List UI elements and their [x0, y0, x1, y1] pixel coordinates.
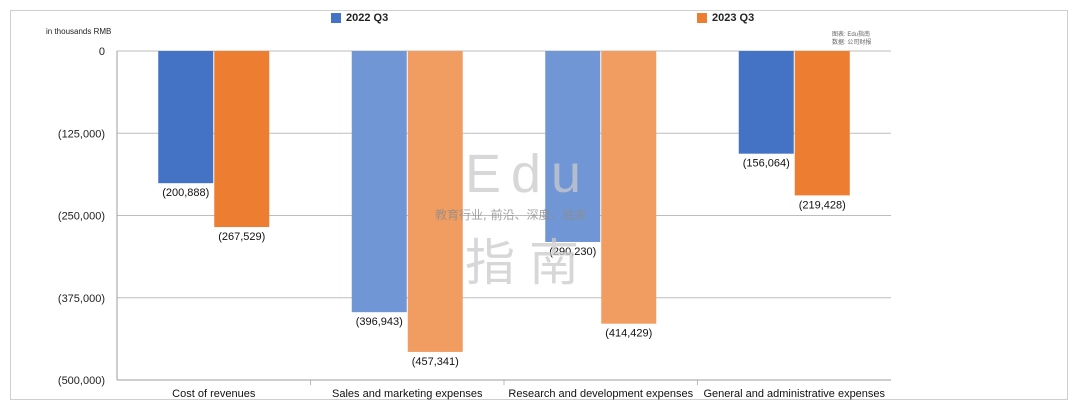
y-axis-unit-label: in thousands RMB — [46, 27, 112, 36]
legend-label-2022: 2022 Q3 — [346, 12, 389, 24]
x-tick-label: Cost of revenues — [172, 388, 256, 400]
y-tick-label: (250,000) — [58, 211, 105, 223]
data-label: (200,888) — [162, 187, 209, 199]
legend-item-2022: 2022 Q3 — [331, 12, 388, 24]
data-label: (414,429) — [605, 328, 652, 340]
bar — [794, 51, 850, 196]
data-label: (156,064) — [743, 158, 790, 170]
legend-swatch-2022 — [331, 13, 341, 23]
legend-label-2023: 2023 Q3 — [712, 12, 755, 24]
data-label: (396,943) — [356, 316, 403, 328]
data-label: (267,529) — [218, 231, 265, 243]
x-tick-label: General and administrative expenses — [703, 388, 885, 400]
y-tick-label: 0 — [99, 46, 105, 58]
bar — [214, 51, 270, 228]
x-tick-label: Research and development expenses — [508, 388, 693, 400]
data-label: (290,230) — [549, 246, 596, 258]
bar — [545, 51, 601, 242]
source-note: 图表: Edu指南 数据: 公司财报 — [832, 31, 871, 47]
x-tick-label: Sales and marketing expenses — [332, 388, 483, 400]
bar — [158, 51, 214, 184]
y-tick-label: (375,000) — [58, 293, 105, 305]
source-note-data: 数据: 公司财报 — [832, 40, 872, 46]
data-label: (219,428) — [799, 199, 846, 211]
legend-item-2023: 2023 Q3 — [697, 12, 754, 24]
y-tick-label: (125,000) — [58, 128, 105, 140]
data-label: (457,341) — [412, 356, 459, 368]
y-tick-label: (500,000) — [58, 375, 105, 387]
bar — [738, 51, 794, 154]
source-note-chart: 图表: Edu指南 — [832, 32, 871, 38]
legend-swatch-2023 — [697, 13, 707, 23]
chart-frame — [10, 10, 1068, 400]
bar — [351, 51, 407, 313]
bar — [601, 51, 657, 324]
bar — [407, 51, 463, 352]
